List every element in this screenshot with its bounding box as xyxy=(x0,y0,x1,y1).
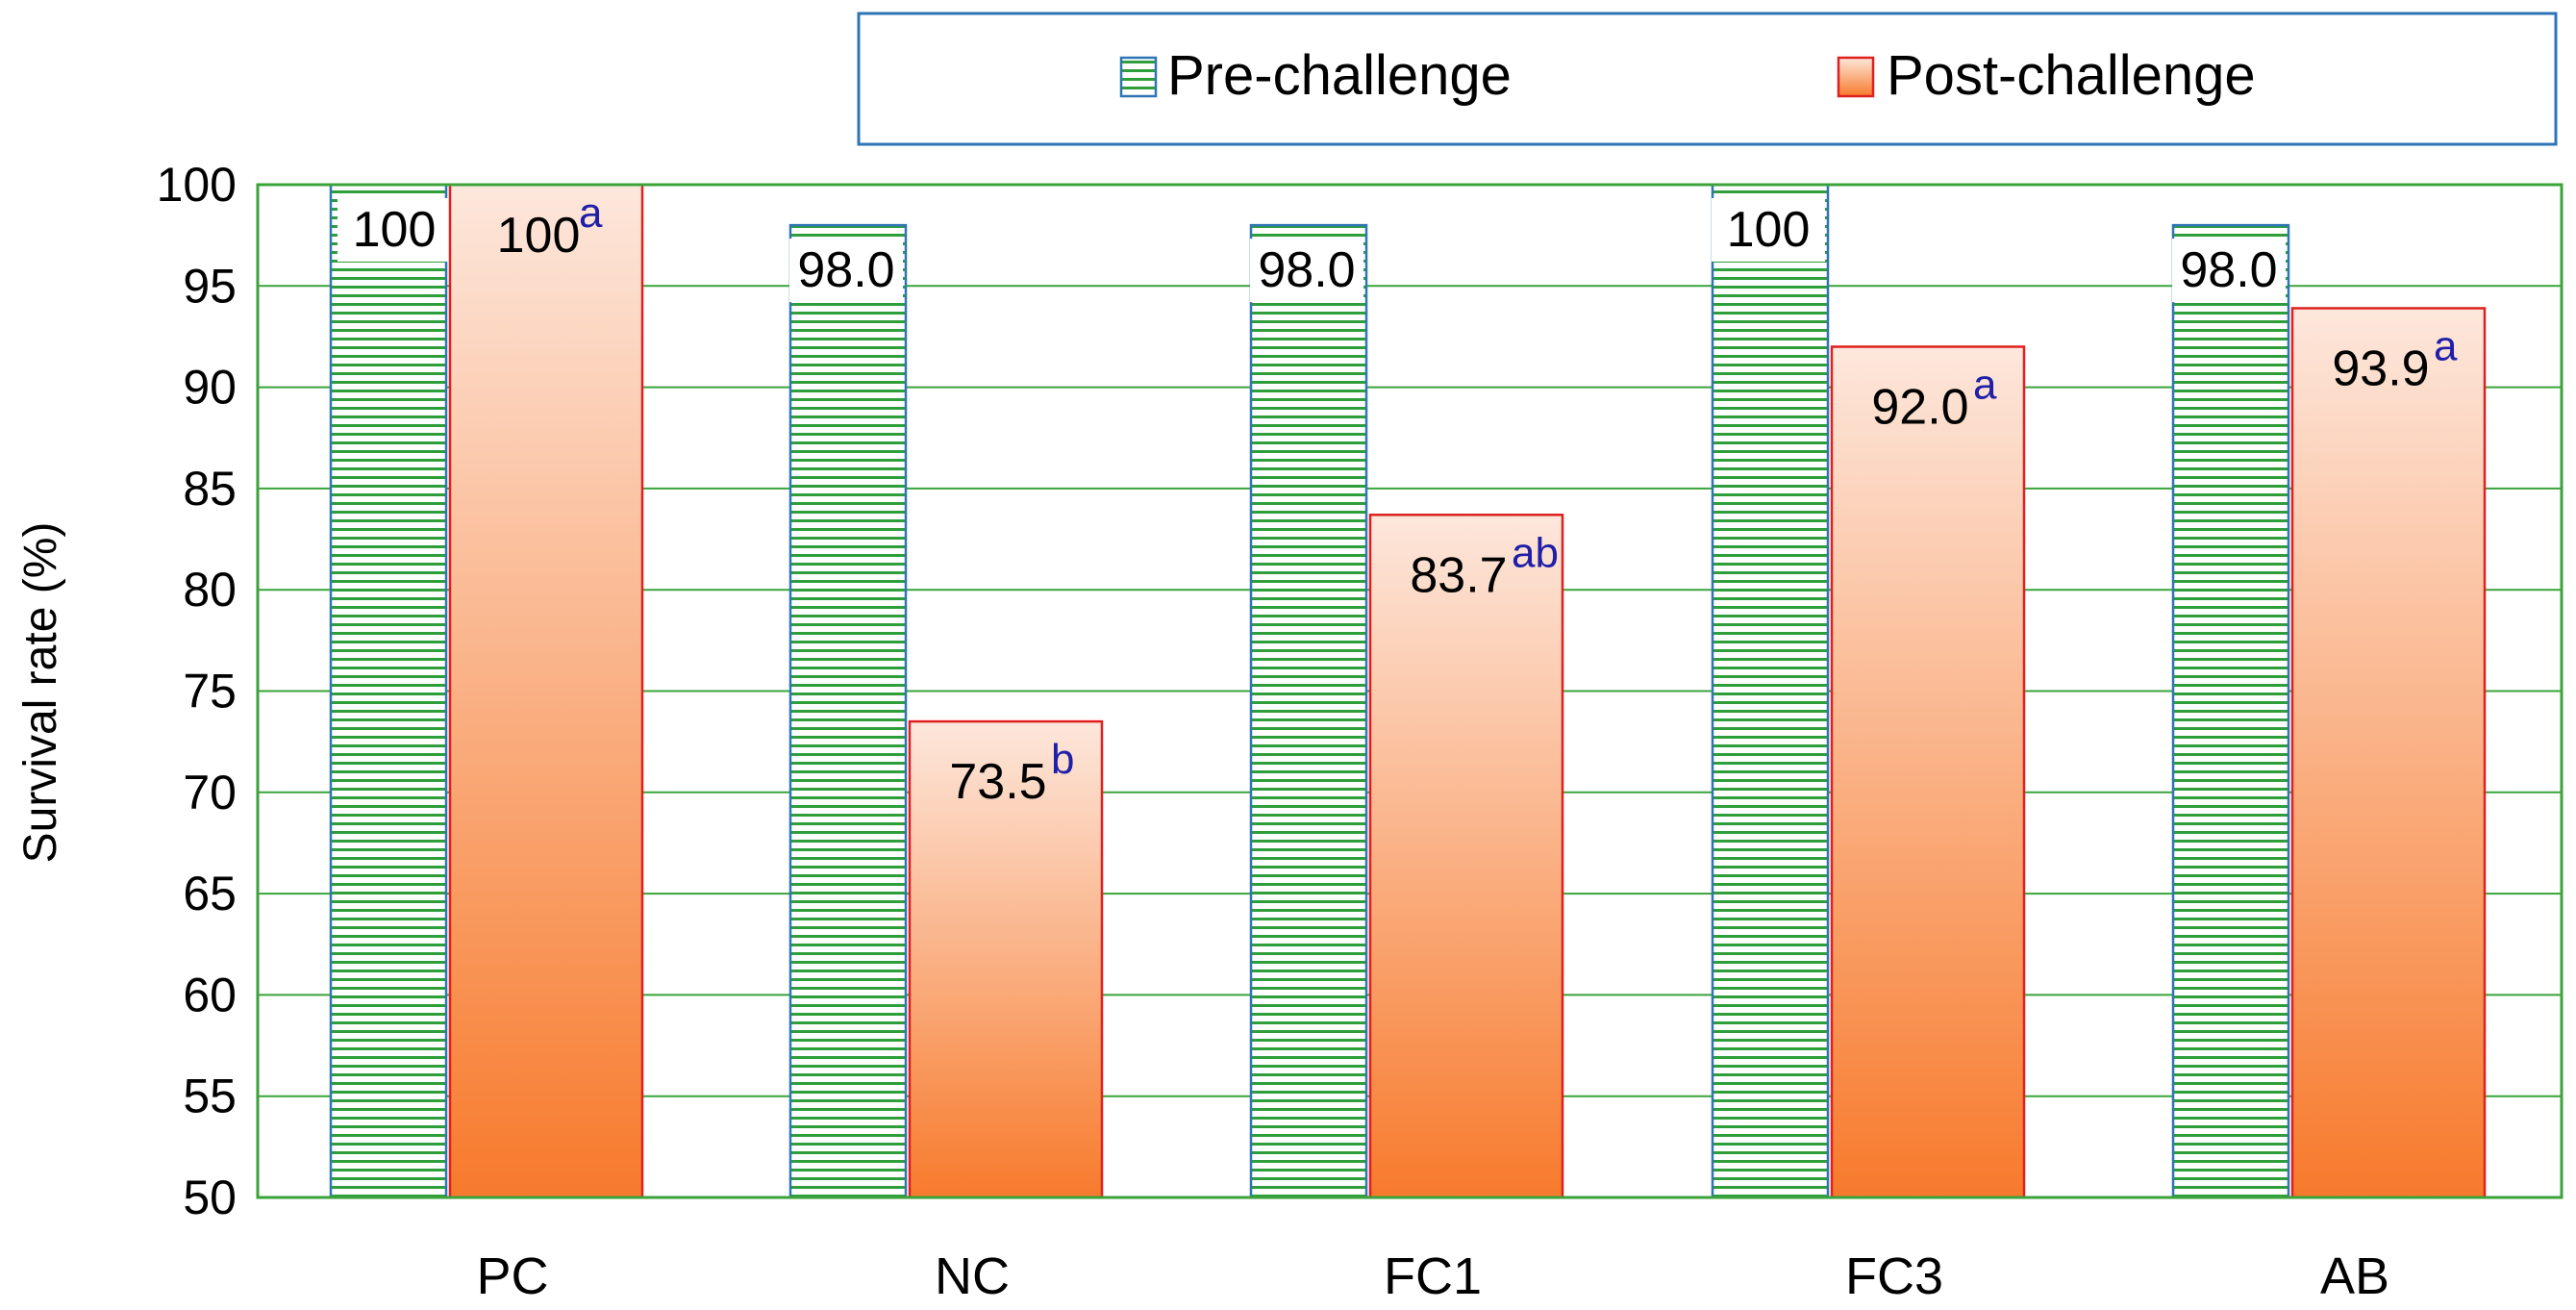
y-tick-label-70: 70 xyxy=(183,766,237,819)
bar-post-challenge-pc xyxy=(448,183,644,1199)
data-label-bg-pre-challenge-fc3 xyxy=(1712,198,1825,262)
legend-box xyxy=(857,12,2558,146)
data-label-bg-pre-challenge-nc xyxy=(789,239,903,303)
data-label-bg-pre-challenge-pc xyxy=(338,198,451,262)
bar-pre-challenge-pc xyxy=(329,183,448,1199)
bar-pre-challenge-ab xyxy=(2171,223,2290,1199)
bar-post-challenge-ab xyxy=(2290,307,2487,1199)
significance-letter-pc: a xyxy=(579,189,603,237)
data-label-pre-challenge-pc: 100 xyxy=(353,202,437,258)
y-axis-label: Survival rate (%) xyxy=(15,522,66,864)
bar-pre-challenge-nc xyxy=(788,223,908,1199)
legend-item-pre-challenge: Pre-challenge xyxy=(1119,44,1512,107)
bar-pre-challenge-fc3 xyxy=(1711,183,1830,1199)
data-label-bg-pre-challenge-fc1 xyxy=(1250,239,1363,303)
legend-label-post-challenge: Post-challenge xyxy=(1887,44,2256,107)
y-tick-label-95: 95 xyxy=(183,259,237,313)
bar-post-challenge-fc3 xyxy=(1830,345,2026,1199)
bar-pre-challenge-fc1 xyxy=(1249,223,1368,1199)
bar-post-challenge-nc xyxy=(908,719,1104,1199)
legend: Pre-challenge Post-challenge xyxy=(857,12,2558,146)
data-label-pre-challenge-fc3: 100 xyxy=(1727,202,1811,258)
y-tick-label-75: 75 xyxy=(183,665,237,718)
y-tick-label-50: 50 xyxy=(183,1171,237,1224)
legend-swatch-pre-challenge xyxy=(1119,56,1158,98)
y-axis-ticks: 50 55 60 65 70 75 80 85 90 95 100 xyxy=(157,158,237,1224)
x-tick-label-fc3: FC3 xyxy=(1845,1247,1943,1305)
significance-letter-fc3: a xyxy=(1973,361,1997,408)
y-tick-label-100: 100 xyxy=(157,158,237,212)
data-label-post-challenge-fc3: 92.0 xyxy=(1871,379,1968,435)
data-label-post-challenge-ab: 93.9 xyxy=(2332,340,2429,396)
x-tick-label-ab: AB xyxy=(2320,1247,2389,1305)
legend-label-pre-challenge: Pre-challenge xyxy=(1167,44,1512,107)
y-tick-label-90: 90 xyxy=(183,361,237,415)
y-tick-label-60: 60 xyxy=(183,968,237,1021)
x-tick-label-nc: NC xyxy=(935,1247,1010,1305)
y-tick-label-80: 80 xyxy=(183,563,237,617)
x-tick-label-fc1: FC1 xyxy=(1384,1247,1482,1305)
legend-item-post-challenge: Post-challenge xyxy=(1837,44,2256,107)
x-tick-label-pc: PC xyxy=(476,1247,548,1305)
legend-swatch-post-challenge xyxy=(1837,56,1875,98)
data-label-pre-challenge-fc1: 98.0 xyxy=(1258,242,1355,298)
y-tick-label-65: 65 xyxy=(183,867,237,920)
significance-letter-ab: a xyxy=(2434,322,2458,369)
significance-letter-nc: b xyxy=(1051,736,1074,783)
significance-letter-fc1: ab xyxy=(1512,529,1559,576)
data-label-post-challenge-pc: 100 xyxy=(497,208,581,264)
data-label-post-challenge-fc1: 83.7 xyxy=(1410,547,1507,603)
data-label-bg-pre-challenge-ab xyxy=(2172,239,2286,303)
data-label-pre-challenge-ab: 98.0 xyxy=(2180,242,2277,298)
y-tick-label-85: 85 xyxy=(183,462,237,516)
x-axis-categories: PC NC FC1 FC3 AB xyxy=(476,1247,2389,1305)
y-tick-label-55: 55 xyxy=(183,1070,237,1123)
bar-post-challenge-fc1 xyxy=(1368,514,1564,1199)
data-label-post-challenge-nc: 73.5 xyxy=(949,754,1046,810)
plot-frame xyxy=(256,183,2563,1199)
data-label-pre-challenge-nc: 98.0 xyxy=(797,242,894,298)
